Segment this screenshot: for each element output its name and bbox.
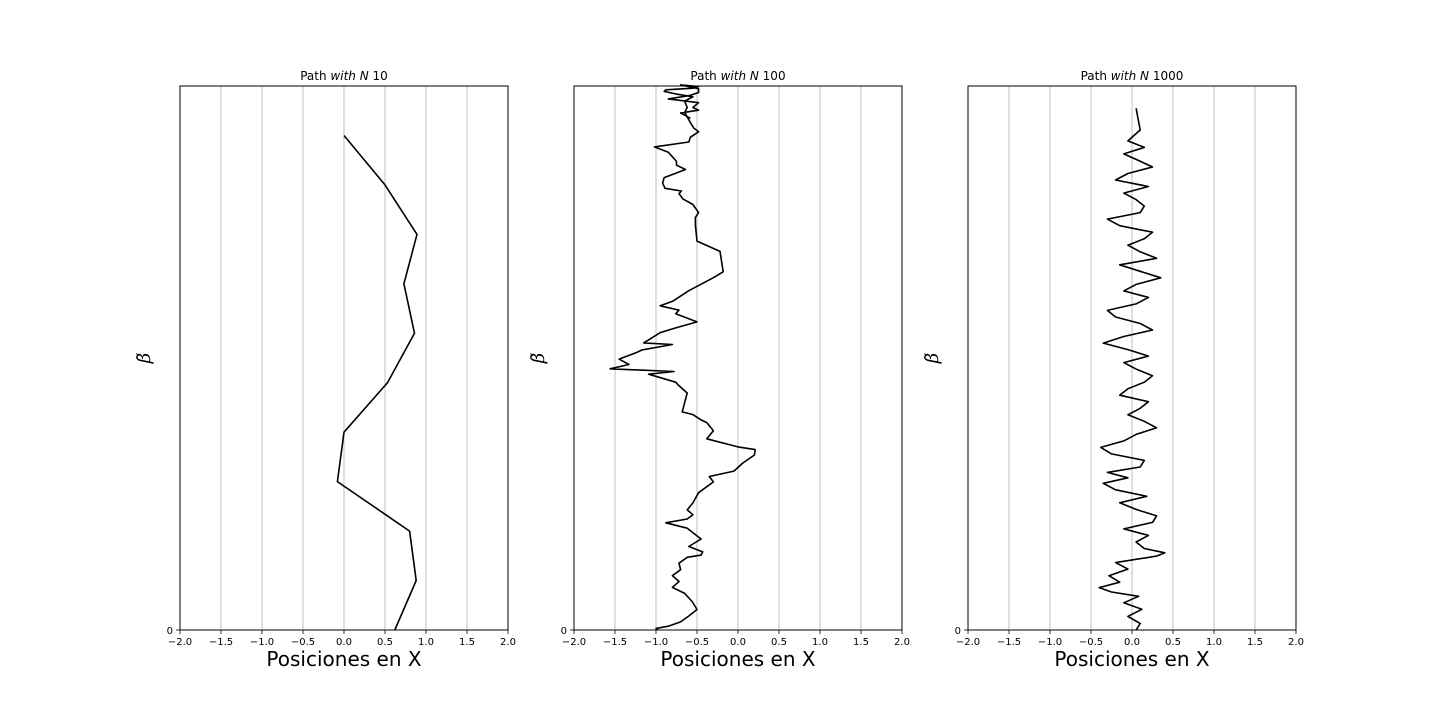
chart-panel-1: −2.0 −1.5 −1.0 −0.5 0.0 0.5 1.0 1.5 2.0 0 Path wit…: [134, 69, 516, 671]
x-tick-label: −1.0: [644, 637, 668, 648]
panel-title: Path with N 1000: [1081, 69, 1184, 83]
x-tick-label: 0.5: [377, 637, 393, 648]
x-axis-label: Posiciones en X: [1054, 647, 1209, 671]
y-tick-label: 0: [955, 626, 961, 637]
x-tick-label: −0.5: [685, 637, 709, 648]
y-axis-label: β̃: [528, 353, 549, 364]
chart-panel-3: −2.0 −1.5 −1.0 −0.5 0.0 0.5 1.0 1.5 2.0 0 Path wit…: [922, 69, 1304, 671]
data-line-series-1: [609, 84, 757, 631]
x-tick-label: 0.0: [336, 637, 352, 648]
x-tick-label: 2.0: [894, 637, 910, 648]
data-line-series-1: [336, 134, 418, 631]
x-tick-label: 1.0: [1206, 637, 1222, 648]
x-tick-label: 0.0: [1124, 637, 1140, 648]
y-tick-label: 0: [167, 626, 173, 637]
x-tick-label: −2.0: [562, 637, 586, 648]
x-axis-label: Posiciones en X: [660, 647, 815, 671]
x-tick-label: 1.5: [459, 637, 475, 648]
chart-panel-2: −2.0 −1.5 −1.0 −0.5 0.0 0.5 1.0 1.5 2.0 0 Path wit…: [528, 69, 910, 671]
x-tick-label: 2.0: [1288, 637, 1304, 648]
panel-title: Path with N 100: [690, 69, 785, 83]
y-axis-label: β̃: [922, 353, 943, 364]
x-tick-label: 1.0: [418, 637, 434, 648]
x-tick-label: −1.5: [209, 637, 233, 648]
x-tick-label: −1.0: [250, 637, 274, 648]
x-axis-label: Posiciones en X: [266, 647, 421, 671]
x-tick-label: 0.5: [771, 637, 787, 648]
panel-title: Path with N 10: [300, 69, 388, 83]
x-tick-label: −1.5: [603, 637, 627, 648]
x-tick-label: −0.5: [291, 637, 315, 648]
x-tick-label: −1.0: [1038, 637, 1062, 648]
x-tick-label: 1.0: [812, 637, 828, 648]
x-tick-label: 1.5: [853, 637, 869, 648]
x-tick-label: −1.5: [997, 637, 1021, 648]
data-line-series-1: [1098, 108, 1166, 631]
x-tick-label: 0.5: [1165, 637, 1181, 648]
x-tick-label: −0.5: [1079, 637, 1103, 648]
x-tick-label: 1.5: [1247, 637, 1263, 648]
x-tick-label: −2.0: [956, 637, 980, 648]
x-tick-label: −2.0: [168, 637, 192, 648]
x-tick-label: 2.0: [500, 637, 516, 648]
y-tick-label: 0: [561, 626, 567, 637]
y-axis-label: β̃: [134, 353, 155, 364]
x-tick-label: 0.0: [730, 637, 746, 648]
